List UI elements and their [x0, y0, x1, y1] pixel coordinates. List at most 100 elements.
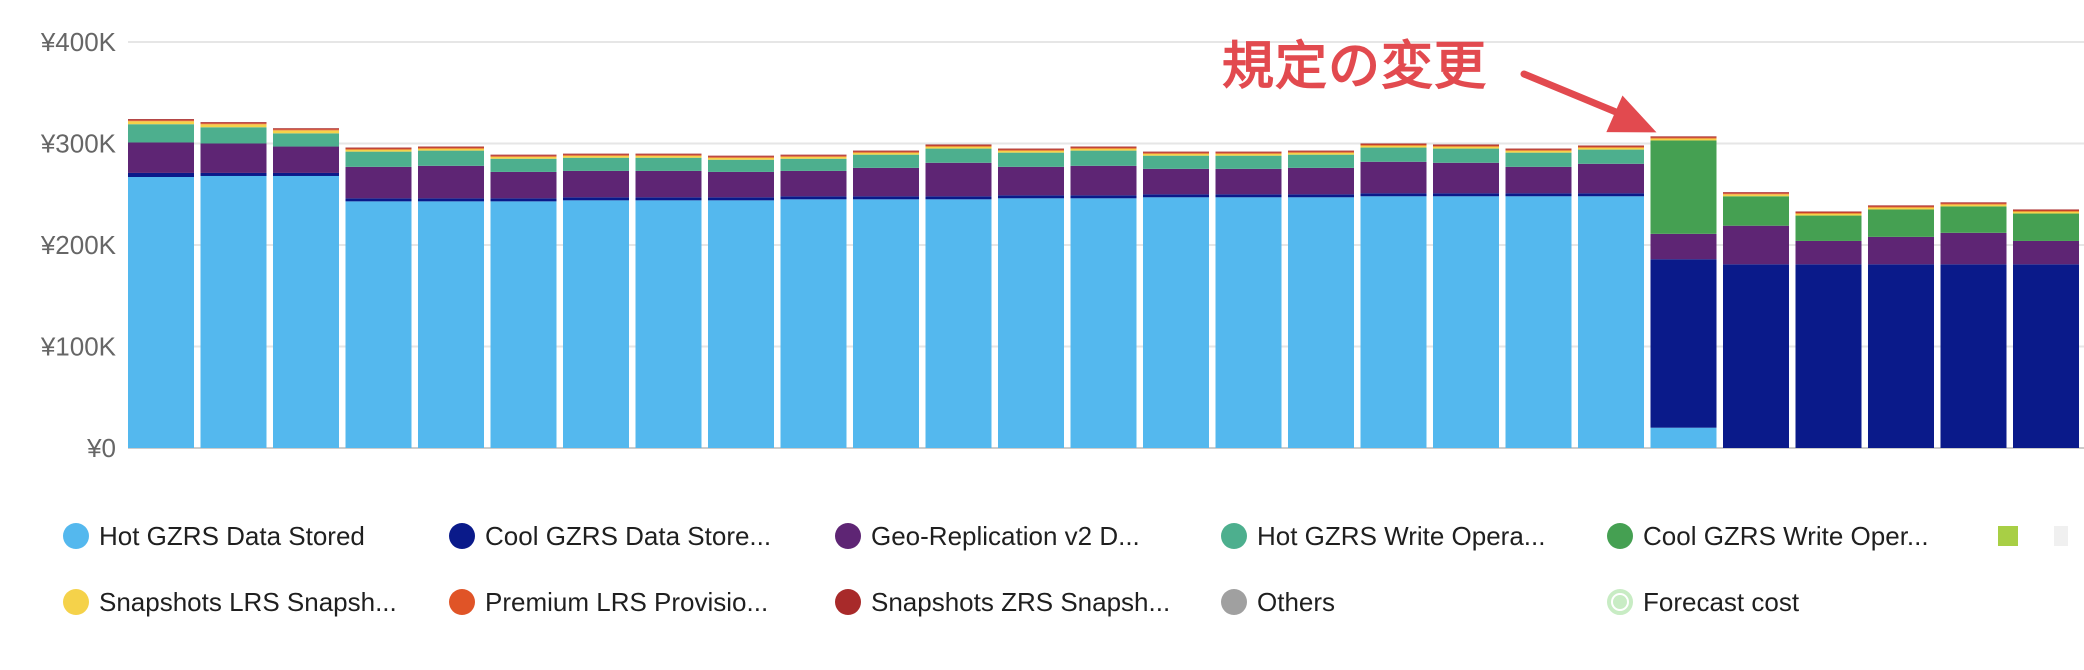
- bar-segment[interactable]: [1505, 148, 1572, 150]
- bar-segment[interactable]: [1578, 149, 1644, 164]
- bar-segment[interactable]: [1360, 161, 1427, 194]
- bar-segment[interactable]: [345, 148, 412, 150]
- bar-segment[interactable]: [1868, 207, 1934, 210]
- bar-segment[interactable]: [1868, 209, 1934, 237]
- bar-stack[interactable]: [345, 147, 412, 448]
- bar-segment[interactable]: [1215, 155, 1282, 169]
- bar-stack[interactable]: [780, 154, 847, 448]
- bar-segment[interactable]: [563, 200, 629, 448]
- bar-stack[interactable]: [1215, 151, 1282, 448]
- bar-segment[interactable]: [708, 157, 774, 160]
- bar-segment[interactable]: [1723, 196, 1789, 226]
- bar-segment[interactable]: [1070, 195, 1137, 199]
- bar-segment[interactable]: [1578, 196, 1644, 448]
- bar-segment[interactable]: [998, 152, 1064, 167]
- bar-segment[interactable]: [1650, 137, 1717, 139]
- bar-segment[interactable]: [1215, 194, 1282, 198]
- bar-segment[interactable]: [128, 172, 194, 177]
- bar-segment[interactable]: [1288, 167, 1354, 195]
- bar-stack[interactable]: [1288, 150, 1354, 448]
- bar-segment[interactable]: [635, 153, 702, 155]
- bar-segment[interactable]: [635, 157, 702, 171]
- bar-segment[interactable]: [418, 201, 484, 448]
- bar-stack[interactable]: [635, 153, 702, 448]
- bar-segment[interactable]: [563, 153, 629, 155]
- bar-segment[interactable]: [1650, 138, 1717, 141]
- bar-stack[interactable]: [1070, 146, 1137, 448]
- bar-segment[interactable]: [1143, 151, 1209, 153]
- bar-segment[interactable]: [1940, 204, 2007, 207]
- bar-segment[interactable]: [998, 166, 1064, 196]
- bar-segment[interactable]: [418, 150, 484, 166]
- bar-segment[interactable]: [853, 167, 919, 197]
- bar-segment[interactable]: [1070, 146, 1137, 148]
- bar-segment[interactable]: [1360, 145, 1427, 148]
- bar-segment[interactable]: [2013, 211, 2079, 214]
- bar-segment[interactable]: [925, 146, 992, 149]
- bar-segment[interactable]: [998, 148, 1064, 150]
- bar-stack[interactable]: [490, 154, 557, 448]
- bar-stack[interactable]: [998, 148, 1064, 448]
- bar-segment[interactable]: [200, 123, 267, 125]
- bar-segment[interactable]: [1360, 144, 1427, 146]
- bar-stack[interactable]: [128, 119, 194, 448]
- bar-segment[interactable]: [418, 147, 484, 149]
- bar-segment[interactable]: [200, 175, 267, 449]
- bar-segment[interactable]: [780, 158, 847, 171]
- bar-stack[interactable]: [708, 155, 774, 448]
- bar-segment[interactable]: [273, 146, 339, 173]
- bar-segment[interactable]: [1143, 194, 1209, 198]
- bar-segment[interactable]: [2013, 264, 2079, 448]
- bar-segment[interactable]: [200, 122, 267, 124]
- bar-segment[interactable]: [563, 197, 629, 201]
- bar-segment[interactable]: [1940, 206, 2007, 233]
- legend-item[interactable]: Premium LRS Provisio...: [449, 587, 768, 617]
- bar-stack[interactable]: [1143, 151, 1209, 448]
- bar-segment[interactable]: [1070, 147, 1137, 149]
- bar-segment[interactable]: [1433, 146, 1499, 149]
- bar-segment[interactable]: [1723, 225, 1789, 265]
- bar-segment[interactable]: [1578, 163, 1644, 194]
- legend-item[interactable]: Cool GZRS Data Store...: [449, 521, 771, 551]
- bar-segment[interactable]: [925, 162, 992, 197]
- bar-stack[interactable]: [563, 153, 629, 448]
- bar-segment[interactable]: [780, 199, 847, 448]
- bar-segment[interactable]: [925, 196, 992, 200]
- bar-segment[interactable]: [708, 200, 774, 448]
- bar-segment[interactable]: [128, 120, 194, 122]
- bar-segment[interactable]: [200, 172, 267, 176]
- bar-segment[interactable]: [780, 196, 847, 200]
- bar-segment[interactable]: [128, 121, 194, 125]
- legend-item[interactable]: Snapshots LRS Snapsh...: [63, 587, 397, 617]
- legend-item[interactable]: Hot GZRS Write Opera...: [1221, 521, 1545, 551]
- bar-segment[interactable]: [1868, 236, 1934, 265]
- bar-segment[interactable]: [1940, 202, 2007, 204]
- bar-segment[interactable]: [2013, 209, 2079, 211]
- bar-stack[interactable]: [1868, 205, 1934, 448]
- legend-item[interactable]: Geo-Replication v2 D...: [835, 521, 1140, 551]
- bar-segment[interactable]: [925, 144, 992, 146]
- bar-stack[interactable]: [1795, 211, 1862, 448]
- bar-segment[interactable]: [1795, 240, 1862, 265]
- bar-segment[interactable]: [1578, 146, 1644, 148]
- bar-segment[interactable]: [1650, 233, 1717, 260]
- bar-segment[interactable]: [853, 150, 919, 152]
- bar-segment[interactable]: [1360, 143, 1427, 145]
- bar-segment[interactable]: [925, 199, 992, 448]
- bar-segment[interactable]: [1505, 149, 1572, 151]
- bar-segment[interactable]: [1215, 153, 1282, 156]
- bar-segment[interactable]: [998, 150, 1064, 153]
- bar-segment[interactable]: [200, 124, 267, 128]
- bar-segment[interactable]: [1505, 196, 1572, 448]
- bar-segment[interactable]: [635, 170, 702, 198]
- bar-segment[interactable]: [1795, 264, 1862, 448]
- bar-segment[interactable]: [1288, 194, 1354, 198]
- legend-item[interactable]: Snapshots ZRS Snapsh...: [835, 587, 1170, 617]
- bar-segment[interactable]: [273, 130, 339, 134]
- bar-segment[interactable]: [1360, 193, 1427, 197]
- bar-stack[interactable]: [273, 128, 339, 449]
- bar-stack[interactable]: [1650, 136, 1717, 448]
- bar-segment[interactable]: [925, 145, 992, 147]
- bar-segment[interactable]: [1143, 168, 1209, 195]
- bar-stack[interactable]: [853, 150, 919, 448]
